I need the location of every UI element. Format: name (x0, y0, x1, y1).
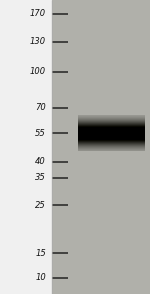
Bar (0, 0, 52, 294)
Text: 40: 40 (35, 158, 46, 166)
Text: 35: 35 (35, 173, 46, 183)
Text: 170: 170 (30, 9, 46, 19)
Text: 15: 15 (35, 248, 46, 258)
Text: 25: 25 (35, 201, 46, 210)
Text: 55: 55 (35, 128, 46, 138)
Text: 100: 100 (30, 68, 46, 76)
Text: 70: 70 (35, 103, 46, 113)
Bar (52, 0, 150, 294)
Text: 130: 130 (30, 38, 46, 46)
Text: 10: 10 (35, 273, 46, 283)
